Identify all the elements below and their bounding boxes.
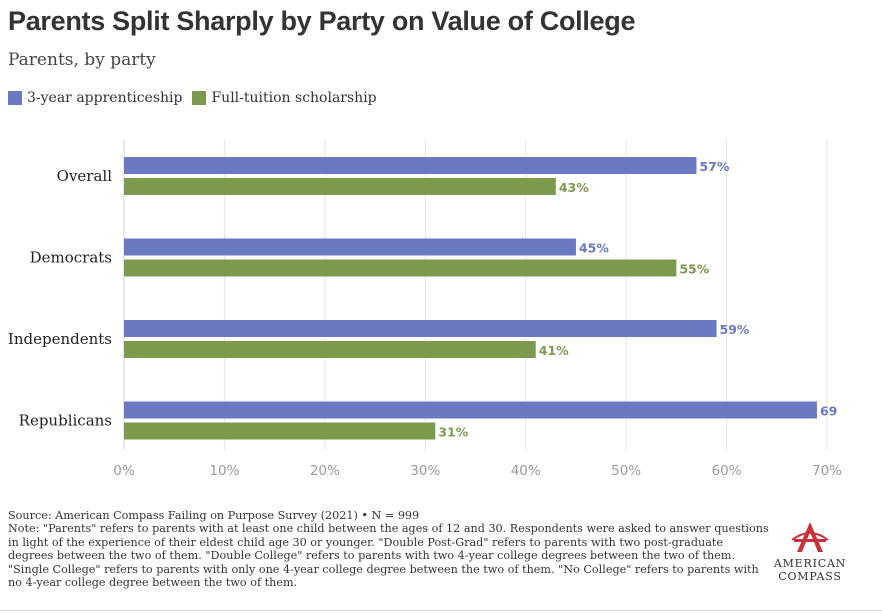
logo-text-line1: AMERICAN bbox=[773, 557, 847, 570]
data-label-democrats-series1: 45% bbox=[579, 241, 609, 256]
compass-icon bbox=[791, 522, 829, 552]
bar-democrats-series1 bbox=[124, 238, 576, 256]
legend-label-apprenticeship: 3-year apprenticeship bbox=[27, 90, 183, 106]
category-label-republicans: Republicans bbox=[19, 412, 112, 430]
logo-text-line2: COMPASS bbox=[778, 570, 842, 583]
bar-overall-series2 bbox=[124, 178, 556, 195]
x-tick-label-70: 70% bbox=[812, 463, 842, 479]
bar-chart: 0% 10% 20% 30% 40% 50% 60% 70% Overall 57% 43% Demo… bbox=[8, 140, 842, 479]
footer-note: Note: "Parents" refers to parents with a… bbox=[8, 522, 769, 590]
data-label-democrats-series2: 55% bbox=[679, 262, 709, 277]
legend-label-scholarship: Full-tuition scholarship bbox=[211, 90, 377, 106]
legend-item-apprenticeship: 3-year apprenticeship bbox=[8, 90, 182, 106]
x-tick-label-40: 40% bbox=[511, 463, 541, 479]
data-label-overall-series2: 43% bbox=[559, 180, 589, 195]
data-label-independents-series1: 59% bbox=[720, 322, 750, 337]
data-label-overall-series1: 57% bbox=[699, 159, 729, 174]
category-label-democrats: Democrats bbox=[30, 249, 112, 267]
chart-subtitle: Parents, by party bbox=[8, 50, 156, 70]
bar-democrats-series2 bbox=[124, 259, 677, 277]
x-tick-label-0: 0% bbox=[113, 463, 135, 479]
bar-independents-series2 bbox=[124, 341, 536, 358]
bar-independents-series1 bbox=[124, 320, 717, 337]
x-tick-label-10: 10% bbox=[209, 463, 239, 479]
american-compass-logo: AMERICAN COMPASS bbox=[770, 520, 850, 583]
legend: 3-year apprenticeship Full-tuition schol… bbox=[8, 90, 387, 106]
data-label-independents-series2: 41% bbox=[539, 343, 569, 358]
x-tick-label-20: 20% bbox=[310, 463, 340, 479]
bar-republicans-series1 bbox=[124, 401, 817, 419]
category-label-overall: Overall bbox=[57, 167, 113, 185]
x-tick-label-60: 60% bbox=[712, 463, 742, 479]
bar-overall-series1 bbox=[124, 157, 697, 174]
footer: Source: American Compass Failing on Purp… bbox=[8, 509, 770, 589]
x-tick-label-50: 50% bbox=[611, 463, 641, 479]
data-label-republicans-series2: 31% bbox=[438, 425, 468, 440]
data-label-republicans-series1: 69 bbox=[820, 404, 837, 419]
legend-swatch-scholarship bbox=[192, 91, 207, 105]
x-tick-label-30: 30% bbox=[410, 463, 440, 479]
legend-swatch-apprenticeship bbox=[8, 91, 22, 105]
chart-title: Parents Split Sharply by Party on Value … bbox=[8, 6, 636, 36]
bottom-divider bbox=[0, 610, 882, 611]
legend-item-scholarship: Full-tuition scholarship bbox=[192, 90, 377, 106]
category-label-independents: Independents bbox=[8, 330, 112, 348]
footer-source: Source: American Compass Failing on Purp… bbox=[8, 509, 420, 522]
bar-republicans-series2 bbox=[124, 422, 436, 440]
